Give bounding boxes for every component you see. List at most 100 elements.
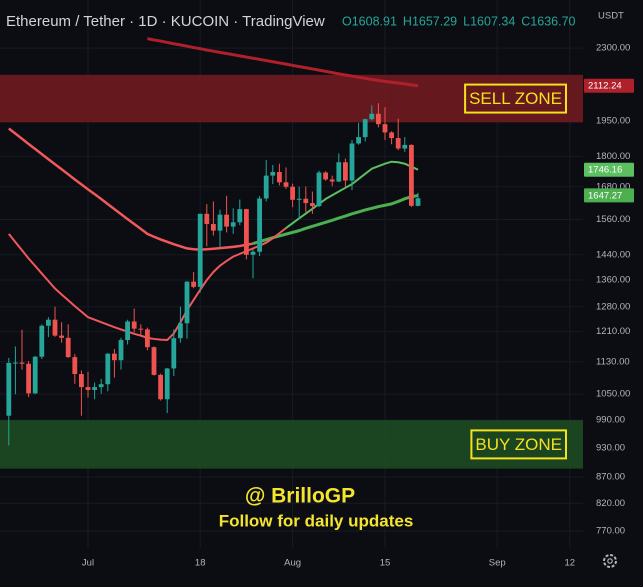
x-tick-label: 12 <box>565 558 576 569</box>
y-unit: USDT <box>598 11 624 22</box>
candle-body <box>138 328 144 330</box>
price-label-box <box>584 162 634 177</box>
y-tick-label: 1440.00 <box>596 249 630 260</box>
candle-body <box>85 387 91 390</box>
candle-body <box>112 353 117 361</box>
watermark-subtitle: Follow for daily updates <box>219 511 414 530</box>
ohlc-value: O1608.91 <box>342 14 397 28</box>
candle-body <box>59 335 64 338</box>
candle-body <box>376 113 381 125</box>
candle-body <box>237 209 243 223</box>
y-tick-label: 820.00 <box>596 498 625 509</box>
candle-body <box>125 321 130 341</box>
candle-body <box>257 198 262 252</box>
candle-body <box>362 119 368 138</box>
ohlc-value: C1636.70 <box>521 14 575 28</box>
x-tick-label: Sep <box>489 558 506 569</box>
zone-labels: SELL ZONE BUY ZONE <box>464 83 567 460</box>
candle-body <box>244 209 249 255</box>
candle-body <box>382 124 388 133</box>
candle-body <box>283 182 289 187</box>
candle-body <box>19 362 25 364</box>
candle-body <box>178 323 183 339</box>
candle-body <box>105 353 111 385</box>
candle-body <box>158 374 163 400</box>
zone-label-box <box>470 429 567 460</box>
x-tick-label: Jul <box>82 558 94 569</box>
settings-icon[interactable] <box>603 554 617 568</box>
candle-body <box>263 175 269 199</box>
candle-body <box>32 356 38 394</box>
y-tick-label: 930.00 <box>596 442 625 453</box>
candle-body <box>184 281 190 324</box>
candle-body <box>13 362 18 364</box>
candle-body <box>151 347 157 375</box>
header: Ethereum / Tether · 1D · KUCOIN · Tradin… <box>6 13 576 30</box>
candle-body <box>415 198 421 206</box>
y-tick-label: 770.00 <box>596 526 625 537</box>
moving-average <box>252 193 419 246</box>
price-label: 1746.16 <box>588 165 622 176</box>
y-tick-label: 1130.00 <box>596 356 630 367</box>
candle-body <box>26 363 31 394</box>
candle-body <box>310 203 315 207</box>
candle-body <box>92 387 97 390</box>
candle-body <box>224 214 229 227</box>
candle-body <box>171 338 177 369</box>
zone <box>0 74 583 123</box>
candle-body <box>79 374 84 388</box>
candle-body <box>336 162 342 182</box>
price-label-box <box>584 188 634 203</box>
candle-body <box>395 138 401 149</box>
price-label-box <box>584 78 634 93</box>
ohlc-value: H1657.29 <box>403 14 457 28</box>
zone-label: BUY ZONE <box>475 435 562 454</box>
price-label: 1647.27 <box>588 190 622 201</box>
y-tick-label: 1800.00 <box>596 151 630 162</box>
candle-body <box>191 281 196 287</box>
x-tick-label: Aug <box>284 558 301 569</box>
zone-label: SELL ZONE <box>469 89 562 108</box>
y-tick-label: 1950.00 <box>596 115 630 126</box>
y-tick-label: 870.00 <box>596 472 625 483</box>
candle-body <box>316 172 322 207</box>
candle-body <box>329 179 335 182</box>
candle-body <box>230 222 236 227</box>
candle-body <box>290 186 295 200</box>
watermark-handle: @ BrilloGP <box>245 485 355 508</box>
candle-body <box>145 329 150 348</box>
candle-body <box>6 362 12 416</box>
candle-body <box>343 162 348 181</box>
chart-title: Ethereum / Tether · 1D · KUCOIN · Tradin… <box>6 13 325 30</box>
candle-body <box>356 137 361 144</box>
candle-body <box>39 325 45 357</box>
y-tick-label: 1050.00 <box>596 389 630 400</box>
candle-body <box>217 214 223 231</box>
candle-body <box>277 172 282 183</box>
candle-body <box>211 224 216 231</box>
gear-center[interactable] <box>607 558 613 564</box>
candle-body <box>52 319 58 336</box>
candle-body <box>349 143 355 181</box>
candle-body <box>98 384 104 388</box>
zones <box>0 74 583 469</box>
candle-body <box>204 213 210 225</box>
candle-body <box>409 144 414 206</box>
y-tick-label: 2300.00 <box>596 43 630 54</box>
moving-average <box>147 37 419 88</box>
price-label: 2112.24 <box>588 81 622 92</box>
candle-body <box>250 251 256 255</box>
candle-body <box>131 321 137 329</box>
zone <box>0 420 583 469</box>
candle-body <box>323 172 328 180</box>
gear[interactable] <box>603 554 617 568</box>
y-tick-label: 1360.00 <box>596 275 630 286</box>
ohlc-legend: O1608.91 H1657.29 L1607.34 C1636.70 <box>342 14 576 28</box>
y-tick-label: 1680.00 <box>596 181 630 192</box>
x-tick-label: 15 <box>380 558 391 569</box>
candle-body <box>369 113 375 120</box>
ohlc-value: L1607.34 <box>463 14 515 28</box>
candle-body <box>303 198 309 204</box>
candle-body <box>389 132 394 139</box>
